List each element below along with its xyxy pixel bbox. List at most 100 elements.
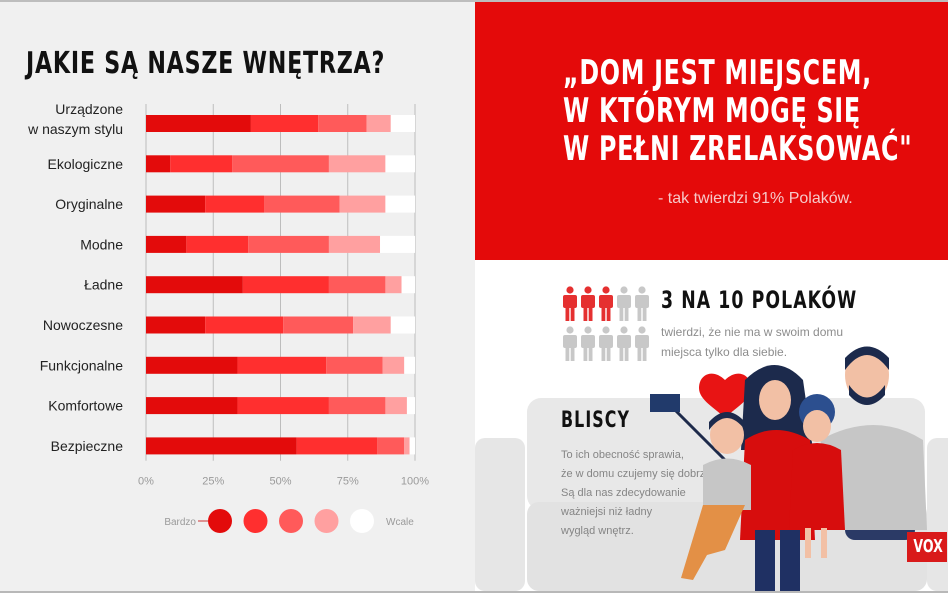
bar-segment bbox=[237, 356, 327, 374]
bar-segment bbox=[382, 356, 405, 374]
bar-segment bbox=[186, 235, 249, 253]
bar-segment bbox=[146, 195, 206, 213]
category-label: Komfortowe bbox=[48, 398, 123, 414]
bar-segment bbox=[328, 155, 386, 173]
bar-segment bbox=[146, 437, 297, 455]
person-icon bbox=[617, 326, 631, 361]
heart-icon bbox=[699, 373, 751, 418]
bar-segment bbox=[377, 437, 405, 455]
category-label: Bezpieczne bbox=[51, 438, 124, 454]
bar-segment bbox=[353, 316, 391, 334]
bar-segment bbox=[385, 155, 415, 173]
bar-segment bbox=[326, 356, 383, 374]
info-panel: 3 NA 10 POLAKÓW twierdzi, że nie ma w sw… bbox=[475, 260, 948, 591]
x-tick-label: 25% bbox=[202, 476, 224, 488]
category-label: Nowoczesne bbox=[43, 317, 123, 333]
person-icon bbox=[563, 326, 577, 361]
bliscy-description: To ich obecność sprawia, że w domu czuje… bbox=[561, 446, 751, 541]
bar-segment bbox=[146, 356, 238, 374]
bliscy-line: wygląd wnętrz. bbox=[561, 525, 634, 537]
x-tick-label: 100% bbox=[401, 476, 429, 488]
category-label: Ładne bbox=[84, 277, 123, 293]
quote-panel: „DOM JEST MIEJSCEM, W KTÓRYM MOGĘ SIĘ W … bbox=[475, 2, 948, 260]
brand-name: VOX bbox=[913, 536, 943, 557]
bar-segment bbox=[146, 276, 243, 294]
bar-segment bbox=[146, 397, 238, 415]
person-icon bbox=[599, 326, 613, 361]
category-label: Funkcjonalne bbox=[40, 357, 123, 373]
bar-segment bbox=[146, 155, 171, 173]
person-icon bbox=[635, 286, 649, 321]
bar-segment bbox=[232, 155, 329, 173]
bar-segment bbox=[366, 115, 391, 132]
category-label: w naszym stylu bbox=[27, 121, 123, 137]
bar-segment bbox=[339, 195, 386, 213]
stacked-bar-chart: 0% 25% 50% 75% 100% Urządzone w naszym stylu Ek… bbox=[27, 101, 429, 533]
bar-segment bbox=[205, 316, 284, 334]
bar-segment bbox=[296, 437, 378, 455]
bar-segment bbox=[205, 195, 265, 213]
bar-segment bbox=[328, 235, 381, 253]
boy-figure bbox=[681, 412, 751, 580]
quote-line: W KTÓRYM MOGĘ SIĘ bbox=[563, 91, 861, 131]
person-icon bbox=[581, 326, 595, 361]
bliscy-title: BLISCY bbox=[561, 408, 631, 433]
phone-icon bbox=[650, 394, 680, 412]
person-icon bbox=[581, 286, 595, 321]
category-label: Oryginalne bbox=[55, 196, 123, 212]
quote-line: „DOM JEST MIEJSCEM, bbox=[563, 53, 872, 93]
girl-figure bbox=[789, 394, 845, 558]
bar-segment bbox=[406, 397, 415, 415]
bar-segment bbox=[409, 437, 415, 455]
bar-segment bbox=[170, 155, 233, 173]
x-tick-label: 50% bbox=[269, 476, 291, 488]
chart-title: JAKIE SĄ NASZE WNĘTRZA? bbox=[26, 46, 386, 81]
bar-segment bbox=[404, 437, 410, 455]
bottom-border bbox=[0, 591, 948, 593]
x-tick-label: 75% bbox=[337, 476, 359, 488]
bliscy-line: To ich obecność sprawia, bbox=[561, 449, 684, 461]
bar-segment bbox=[380, 235, 415, 253]
bar-segment bbox=[242, 276, 329, 294]
bar-segment bbox=[146, 235, 187, 253]
bar-segment bbox=[248, 235, 329, 253]
bar-segment bbox=[264, 195, 340, 213]
person-icon bbox=[563, 286, 577, 321]
vox-logo: VOX bbox=[907, 532, 947, 562]
bar-segment bbox=[385, 195, 415, 213]
bar-segment bbox=[328, 397, 386, 415]
person-icon bbox=[617, 286, 631, 321]
bar-segment bbox=[390, 115, 415, 132]
top-border bbox=[0, 0, 948, 2]
family-selfie-illustration bbox=[650, 346, 927, 591]
x-tick-label: 0% bbox=[138, 476, 154, 488]
bar-segment bbox=[318, 115, 367, 132]
people-pictogram bbox=[563, 286, 649, 361]
legend-swatch bbox=[208, 509, 232, 533]
bar-segment bbox=[237, 397, 329, 415]
bar-segment bbox=[385, 276, 402, 294]
bar-segment bbox=[146, 316, 206, 334]
bar-segment bbox=[385, 397, 407, 415]
quote: „DOM JEST MIEJSCEM, W KTÓRYM MOGĘ SIĘ W … bbox=[563, 54, 913, 168]
legend-label-start: Bardzo bbox=[164, 517, 196, 528]
legend-swatch bbox=[350, 509, 374, 533]
bliscy-line: że w domu czujemy się dobrze. bbox=[561, 468, 715, 480]
legend-label-end: Wcale bbox=[386, 517, 414, 528]
stat-title: 3 NA 10 POLAKÓW bbox=[661, 286, 858, 314]
person-icon bbox=[599, 286, 613, 321]
bar-segment bbox=[328, 276, 386, 294]
bar-segment bbox=[390, 316, 415, 334]
legend-swatch bbox=[314, 509, 339, 533]
bar-segment bbox=[401, 276, 415, 294]
father-figure bbox=[820, 346, 927, 540]
bar-segment bbox=[283, 316, 354, 334]
bliscy-line: ważniejsi niż ładny bbox=[561, 506, 653, 518]
stat-description: twierdzi, że nie ma w swoim domu miejsca… bbox=[661, 325, 844, 359]
legend-swatch bbox=[243, 509, 268, 533]
quote-source: - tak twierdzi 91% Polaków. bbox=[658, 190, 853, 207]
person-icon bbox=[635, 326, 649, 361]
bar-segment bbox=[250, 115, 319, 132]
category-label: Modne bbox=[80, 236, 123, 252]
category-label: Urządzone bbox=[55, 101, 123, 117]
